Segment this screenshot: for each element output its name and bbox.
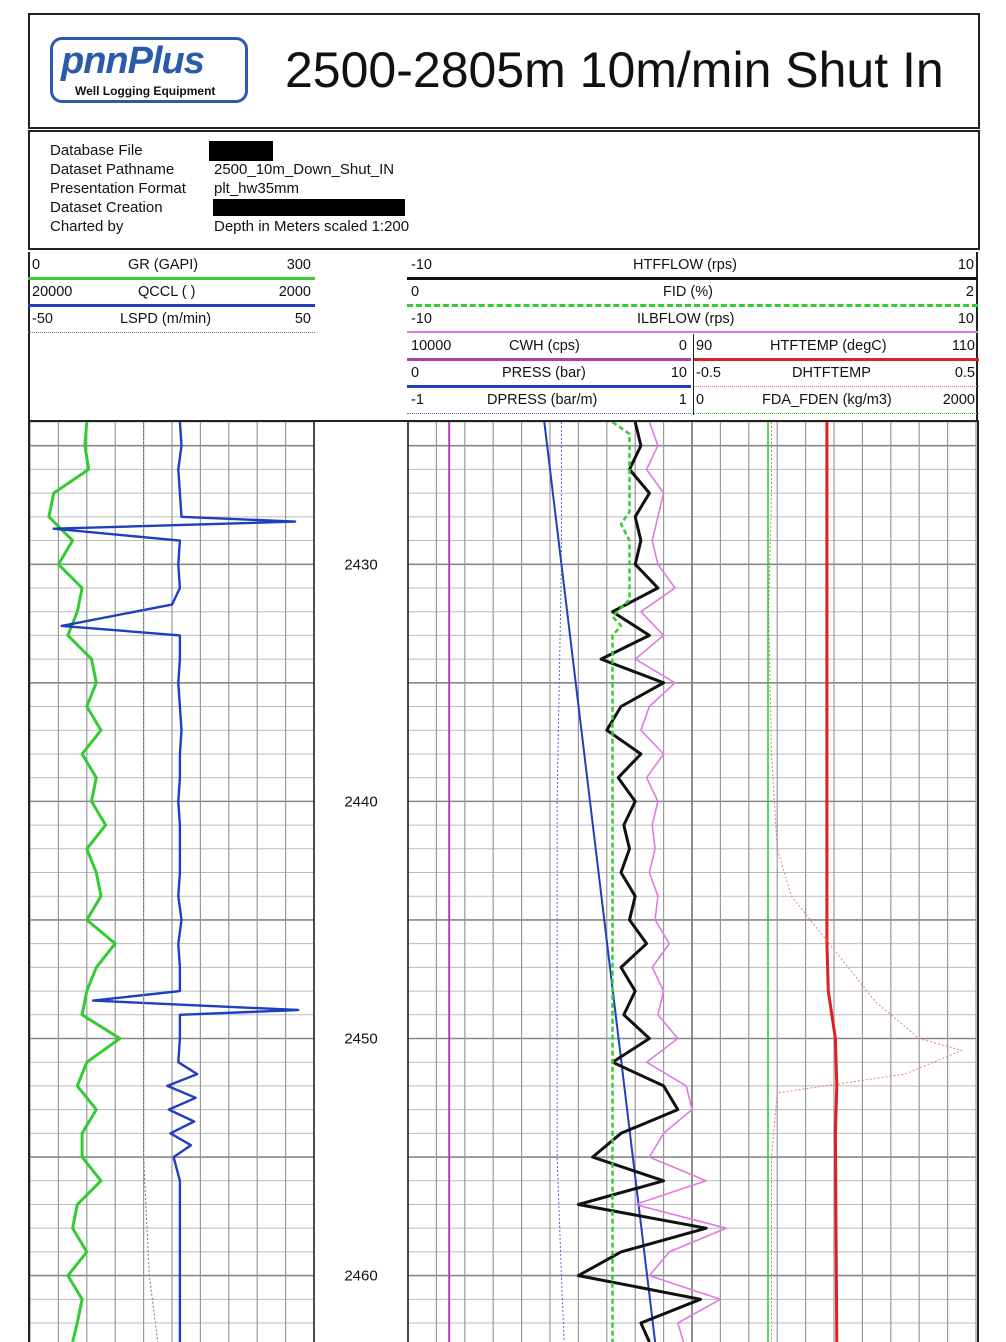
curve-header-lspd: -50 LSPD (m/min) 50 xyxy=(28,307,315,334)
curve-dpress xyxy=(556,422,565,1342)
curve-legend-line xyxy=(694,386,979,387)
curve-header-frame xyxy=(28,252,978,420)
info-label: Database File xyxy=(50,142,143,159)
curve-htftemp xyxy=(825,422,839,1342)
curve-legend-line xyxy=(694,358,979,361)
curve-legend-line xyxy=(407,413,691,414)
redaction-block xyxy=(209,141,273,161)
info-value: 2500_10m_Down_Shut_IN xyxy=(214,161,395,178)
curve-name: LSPD (m/min) xyxy=(120,311,212,327)
track2-header: -10 HTFFLOW (rps) 10 0 FID (%) 2 -10 ILB… xyxy=(407,253,979,415)
curve-legend-line xyxy=(28,332,315,333)
depth-tick-label: 2460 xyxy=(344,1268,377,1285)
curve-header-dhtftemp: -0.5 DHTFTEMP 0.5 xyxy=(693,361,979,388)
info-label: Charted by xyxy=(50,218,124,235)
pnnplus-logo: pnnPlus Well Logging Equipment xyxy=(50,37,248,103)
info-label: Dataset Pathname xyxy=(50,161,175,178)
scale-max: 300 xyxy=(286,257,311,273)
curve-name: HTFFLOW (rps) xyxy=(633,257,737,273)
info-label: Presentation Format xyxy=(50,180,186,197)
curve-dhtftemp xyxy=(768,422,963,1342)
curve-name: CWH (cps) xyxy=(509,338,580,354)
curve-header-dpress: -1 DPRESS (bar/m) 1 xyxy=(407,388,691,415)
scale-max: 10 xyxy=(670,365,687,381)
scale-max: 1 xyxy=(678,392,687,408)
scale-max: 110 xyxy=(951,338,975,354)
curve-legend-line xyxy=(407,304,978,307)
curve-name: ILBFLOW (rps) xyxy=(637,311,735,327)
curve-legend-line xyxy=(407,331,978,333)
scale-min: 0 xyxy=(696,392,705,408)
scale-min: 0 xyxy=(411,365,420,381)
curve-gr xyxy=(47,421,122,1342)
dataset-info-box: Database File Dataset Pathname 2500_10m_… xyxy=(28,130,980,250)
curve-header-press: 0 PRESS (bar) 10 xyxy=(407,361,691,388)
scale-min: 90 xyxy=(696,338,713,354)
curve-name: GR (GAPI) xyxy=(128,257,199,273)
curve-htfflow xyxy=(576,421,708,1342)
scale-min: -10 xyxy=(411,311,432,327)
title-box: pnnPlus Well Logging Equipment 2500-2805… xyxy=(28,13,980,129)
curve-ilbflow xyxy=(634,421,727,1342)
depth-labels: 2430 2440 2450 2460 xyxy=(344,556,377,1284)
curve-header-fid: 0 FID (%) 2 xyxy=(407,280,978,307)
scale-min: 10000 xyxy=(411,338,452,354)
scale-min: -0.5 xyxy=(696,365,721,381)
curve-legend-line xyxy=(28,304,315,307)
scale-max: 2 xyxy=(965,284,974,300)
depth-tick-label: 2440 xyxy=(344,793,377,810)
depth-tick-label: 2450 xyxy=(344,1030,377,1047)
scale-max: 10 xyxy=(957,257,974,273)
scale-min: -10 xyxy=(411,257,432,273)
curve-name: FID (%) xyxy=(663,284,713,300)
curve-qccl xyxy=(52,421,300,1342)
scale-min: -1 xyxy=(411,392,424,408)
curve-name: DPRESS (bar/m) xyxy=(487,392,598,408)
logo-main-text: pnnPlus xyxy=(61,40,205,82)
curve-header-qccl: 20000 QCCL ( ) 2000 xyxy=(28,280,315,307)
scale-min: 20000 xyxy=(32,284,73,300)
scale-min: 0 xyxy=(32,257,41,273)
logo-sub-text: Well Logging Equipment xyxy=(75,84,216,98)
curve-legend-line xyxy=(407,358,691,361)
scale-min: 0 xyxy=(411,284,420,300)
curves-layer xyxy=(47,420,963,1342)
scale-min: -50 xyxy=(32,311,53,327)
scale-max: 0.5 xyxy=(954,365,975,381)
curve-header-htftemp: 90 HTFTEMP (degC) 110 xyxy=(693,334,979,361)
scale-max: 0 xyxy=(678,338,687,354)
curve-header-ilbflow: -10 ILBFLOW (rps) 10 xyxy=(407,307,978,334)
curve-fid xyxy=(611,420,631,1342)
redaction-block xyxy=(213,199,405,216)
curve-name: FDA_FDEN (kg/m3) xyxy=(762,392,892,408)
curve-legend-line xyxy=(407,385,691,388)
info-value: plt_hw35mm xyxy=(214,180,300,197)
page-title: 2500-2805m 10m/min Shut In xyxy=(285,42,944,98)
curve-legend-line xyxy=(694,413,979,414)
curve-legend-line xyxy=(407,277,978,280)
curve-lspd xyxy=(143,422,159,1342)
info-value: Depth in Meters scaled 1:200 xyxy=(214,218,410,235)
curve-header-cwh: 10000 CWH (cps) 0 xyxy=(407,334,691,361)
info-label: Dataset Creation xyxy=(50,199,163,216)
track1-header: 0 GR (GAPI) 300 20000 QCCL ( ) 2000 -50 … xyxy=(28,253,315,335)
curve-name: HTFTEMP (degC) xyxy=(770,338,887,354)
depth-tick-label: 2430 xyxy=(344,556,377,573)
scale-max: 2000 xyxy=(942,392,975,408)
grid-layer xyxy=(29,421,977,1342)
curve-legend-line xyxy=(28,277,315,280)
scale-max: 50 xyxy=(294,311,311,327)
scale-max: 10 xyxy=(957,311,974,327)
curve-name: QCCL ( ) xyxy=(138,284,196,300)
curve-header-fda-fden: 0 FDA_FDEN (kg/m3) 2000 xyxy=(693,388,979,415)
curve-header-gr: 0 GR (GAPI) 300 xyxy=(28,253,315,280)
log-border xyxy=(28,420,979,1342)
scale-max: 2000 xyxy=(278,284,311,300)
curve-header-htfflow: -10 HTFFLOW (rps) 10 xyxy=(407,253,978,280)
curve-name: DHTFTEMP xyxy=(792,365,871,381)
curve-name: PRESS (bar) xyxy=(502,365,586,381)
